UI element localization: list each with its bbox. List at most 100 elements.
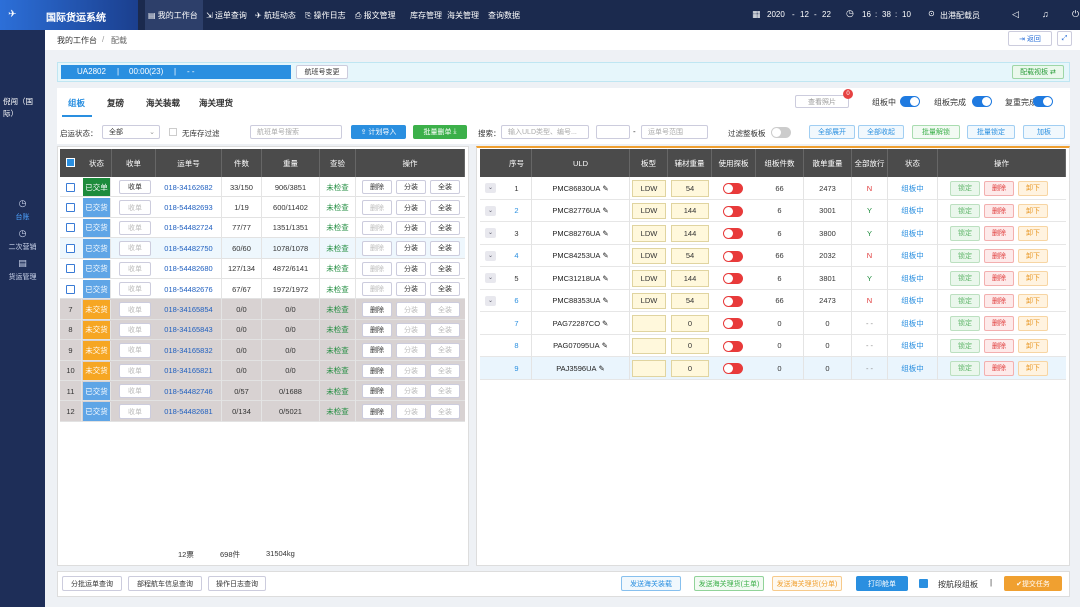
action-button[interactable]: 分装 xyxy=(396,220,426,236)
aux-weight[interactable]: 54 xyxy=(671,247,709,264)
row-checkbox[interactable] xyxy=(66,284,75,294)
nav-item[interactable]: 库存管理 xyxy=(410,10,442,21)
board-type[interactable]: LDW xyxy=(632,180,666,197)
right-filter-button[interactable]: 全部展开 xyxy=(809,125,855,139)
nav-item[interactable]: ✈ 航班动态 xyxy=(255,11,296,20)
send-button[interactable]: 打印舱单 xyxy=(856,576,908,591)
action-button[interactable]: 全装 xyxy=(430,220,460,236)
tab[interactable]: 海关装载 xyxy=(146,98,181,108)
crumb-home[interactable]: 我的工作台 xyxy=(57,36,97,45)
edit-icon[interactable]: ✎ xyxy=(602,273,609,283)
side-item[interactable]: 台账 xyxy=(15,214,30,221)
action-button[interactable]: 分装 xyxy=(396,180,426,195)
action-button[interactable]: 锁定 xyxy=(950,361,980,376)
action-button[interactable]: 分装 xyxy=(396,363,426,378)
aux-weight[interactable]: 0 xyxy=(671,315,709,332)
receive-button[interactable]: 收单 xyxy=(119,261,151,276)
awb[interactable]: 018-54482680 xyxy=(156,258,222,279)
action-button[interactable]: 全装 xyxy=(430,404,460,419)
aux-weight[interactable]: 144 xyxy=(671,270,709,287)
expand-button[interactable]: ⌄ xyxy=(485,250,496,261)
action-button[interactable]: 卸下 xyxy=(1018,338,1048,353)
receive-button[interactable]: 收单 xyxy=(119,200,151,215)
probe-switch[interactable] xyxy=(723,318,743,329)
action-button[interactable]: 删除 xyxy=(362,241,392,256)
bottom-button[interactable]: 部程航车信息查询 xyxy=(128,576,202,591)
select-all[interactable] xyxy=(66,158,75,167)
stock-checkbox[interactable] xyxy=(169,128,177,136)
action-button[interactable]: 分装 xyxy=(396,200,426,215)
action-button[interactable]: 锁定 xyxy=(950,293,980,308)
edit-icon[interactable]: ✎ xyxy=(602,251,609,261)
action-button[interactable]: 删除 xyxy=(362,200,392,215)
aux-weight[interactable]: 0 xyxy=(671,360,709,377)
edit-icon[interactable]: ✎ xyxy=(602,296,609,306)
edit-icon[interactable]: ✎ xyxy=(598,363,605,373)
send-button[interactable]: 发送海关理货(主单) xyxy=(694,576,764,591)
board-type[interactable]: LDW xyxy=(632,225,666,242)
send-button[interactable]: 发送海关装载 xyxy=(621,576,681,591)
action-button[interactable]: 卸下 xyxy=(1018,203,1048,218)
board-view-button[interactable]: 配载视板 ⇄ xyxy=(1012,65,1064,79)
aux-weight[interactable]: 54 xyxy=(671,180,709,197)
import-button[interactable]: ⇪ 计划导入 xyxy=(351,125,406,139)
action-button[interactable]: 全装 xyxy=(430,322,460,338)
action-button[interactable]: 全装 xyxy=(430,384,460,399)
awb[interactable]: 018-34165854 xyxy=(156,299,222,320)
awb[interactable]: 018-34165832 xyxy=(156,340,222,361)
edit-icon[interactable]: ✎ xyxy=(602,206,609,216)
action-button[interactable]: 全装 xyxy=(430,200,460,215)
action-button[interactable]: 全装 xyxy=(430,302,460,317)
receive-button[interactable]: 收单 xyxy=(119,241,151,256)
action-button[interactable]: 卸下 xyxy=(1018,361,1048,376)
probe-switch[interactable] xyxy=(723,250,743,262)
header-icon[interactable]: ♫ xyxy=(1042,9,1049,19)
receive-button[interactable]: 收单 xyxy=(119,384,151,399)
action-button[interactable]: 删除 xyxy=(362,322,392,338)
probe-switch[interactable] xyxy=(723,228,743,239)
toggle[interactable] xyxy=(972,96,992,107)
action-button[interactable]: 卸下 xyxy=(1018,226,1048,241)
action-button[interactable]: 锁定 xyxy=(950,226,980,241)
action-button[interactable]: 卸下 xyxy=(1018,293,1048,308)
range-end[interactable]: 运单号范围 xyxy=(641,125,708,139)
awb[interactable]: 018-34165821 xyxy=(156,360,222,381)
probe-switch[interactable] xyxy=(723,183,743,194)
action-button[interactable]: 分装 xyxy=(396,261,426,276)
edit-icon[interactable]: ✎ xyxy=(601,341,608,351)
action-button[interactable]: 删除 xyxy=(362,343,392,358)
action-button[interactable]: 删除 xyxy=(362,180,392,195)
action-button[interactable]: 分装 xyxy=(396,322,426,338)
action-button[interactable]: 删除 xyxy=(984,226,1014,241)
action-button[interactable]: 删除 xyxy=(984,271,1014,286)
action-button[interactable]: 删除 xyxy=(984,338,1014,353)
action-button[interactable]: 锁定 xyxy=(950,248,980,263)
aux-weight[interactable]: 0 xyxy=(671,337,709,354)
filter-toggle[interactable] xyxy=(771,127,791,138)
action-button[interactable]: 删除 xyxy=(362,261,392,276)
expand-button[interactable]: ⌄ xyxy=(485,295,496,306)
action-button[interactable]: 卸下 xyxy=(1018,271,1048,286)
action-button[interactable]: 全装 xyxy=(430,363,460,378)
board-type[interactable] xyxy=(632,360,666,377)
probe-switch[interactable] xyxy=(723,295,743,307)
action-button[interactable]: 删除 xyxy=(984,181,1014,196)
right-filter-button[interactable]: 加板 xyxy=(1023,125,1065,139)
header-icon[interactable]: ◁ xyxy=(1012,9,1019,19)
nav-item[interactable]: 查询数据 xyxy=(488,10,520,21)
action-button[interactable]: 全装 xyxy=(430,343,460,358)
action-button[interactable]: 删除 xyxy=(984,361,1014,376)
awb[interactable]: 018-54482746 xyxy=(156,381,222,402)
range-start[interactable] xyxy=(596,125,630,139)
uld-search[interactable]: 输入ULD类型、编号... xyxy=(501,125,589,139)
action-button[interactable]: 删除 xyxy=(984,316,1014,331)
submit-button[interactable]: ✔ 提交任务 xyxy=(1004,576,1062,591)
photo-button[interactable]: 查看照片 xyxy=(795,95,849,108)
receive-button[interactable]: 收单 xyxy=(119,180,151,195)
send-button[interactable]: 发送海关理货(分单) xyxy=(772,576,842,591)
bottom-button[interactable]: 分批运单查询 xyxy=(62,576,122,591)
probe-switch[interactable] xyxy=(723,340,743,352)
tab[interactable]: 复磅 xyxy=(107,98,125,108)
board-type[interactable]: LDW xyxy=(632,270,666,287)
batch-delete-button[interactable]: 批量删单 ⤓ xyxy=(413,125,467,139)
